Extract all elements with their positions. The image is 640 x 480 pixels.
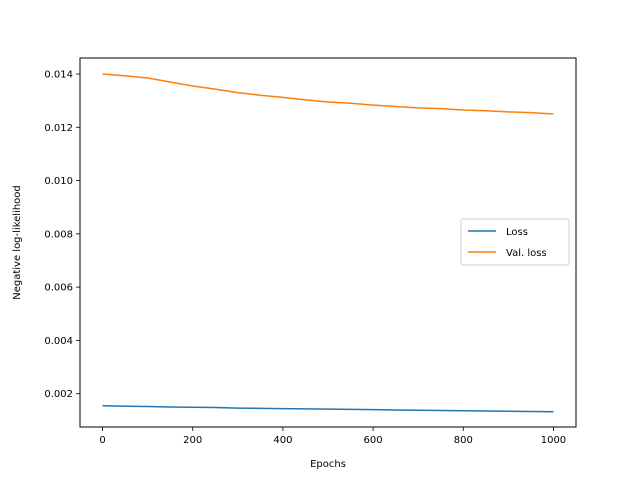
plot-layer [102,73,554,413]
x-tick-label: 800 [454,435,473,446]
x-tick-label: 600 [364,435,383,446]
legend-label-val-loss: Val. loss [506,248,547,259]
x-tick-label: 1000 [541,435,566,446]
x-tick-label: 200 [183,435,202,446]
y-tick-label: 0.006 [44,283,73,294]
x-axis-label: Epochs [310,459,346,470]
y-tick-label: 0.004 [44,336,73,347]
y-tick-label: 0.008 [44,229,73,240]
y-tick-label: 0.010 [44,176,73,187]
legend-label-loss: Loss [506,227,528,238]
x-tick-label: 0 [99,435,105,446]
plot-frame [79,57,577,428]
y-tick-label: 0.012 [44,123,73,134]
legend: Loss Val. loss [460,218,570,266]
y-tick-label: 0.014 [44,69,73,80]
ticks-layer: 0 200 400 600 800 1000 0.002 0.004 0.006 0.008 0.0… [44,69,566,446]
y-axis-label: Negative log-likelihood [12,185,23,300]
series-line-val-loss [102,73,554,115]
y-tick-label: 0.002 [44,389,73,400]
series-line-loss [102,404,554,413]
x-tick-label: 400 [273,435,292,446]
